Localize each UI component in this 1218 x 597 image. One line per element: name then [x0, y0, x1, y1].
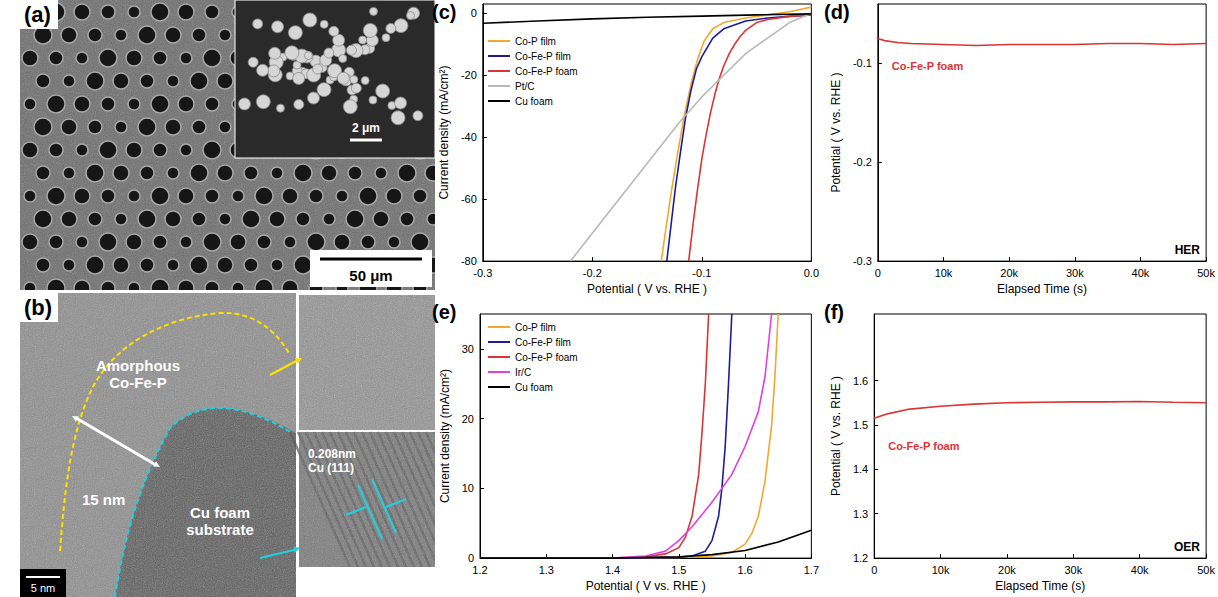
svg-text:Co-Fe-P foam: Co-Fe-P foam [892, 60, 964, 72]
svg-text:-60: -60 [461, 193, 477, 205]
svg-text:-20: -20 [461, 69, 477, 81]
svg-text:Current density (mA/cm²): Current density (mA/cm²) [438, 369, 452, 503]
svg-text:40k: 40k [1131, 564, 1149, 576]
svg-text:1.2: 1.2 [853, 552, 868, 564]
svg-text:-80: -80 [461, 255, 477, 267]
svg-text:(d): (d) [824, 1, 850, 23]
svg-text:0: 0 [468, 552, 474, 564]
svg-text:Ir/C: Ir/C [515, 367, 531, 378]
svg-text:OER: OER [1174, 540, 1200, 554]
svg-text:Co-Fe-P foam: Co-Fe-P foam [515, 352, 578, 363]
svg-text:20: 20 [462, 413, 474, 425]
svg-text:2 μm: 2 μm [352, 121, 380, 135]
svg-text:Elapsed Time (s): Elapsed Time (s) [995, 579, 1085, 593]
svg-text:0: 0 [471, 7, 477, 19]
svg-text:0.0: 0.0 [804, 267, 819, 279]
svg-text:30: 30 [462, 343, 474, 355]
svg-text:1.4: 1.4 [605, 564, 620, 576]
svg-text:-40: -40 [461, 131, 477, 143]
svg-text:Co-P film: Co-P film [515, 36, 556, 47]
svg-text:Potential ( V vs. RHE ): Potential ( V vs. RHE ) [829, 376, 843, 496]
svg-text:50k: 50k [1197, 564, 1215, 576]
svg-text:15 nm: 15 nm [82, 491, 125, 508]
svg-text:Current density (mA/cm²): Current density (mA/cm²) [437, 66, 451, 200]
svg-text:Cu foam: Cu foam [515, 382, 553, 393]
svg-text:1.3: 1.3 [853, 508, 868, 520]
svg-text:10k: 10k [935, 267, 953, 279]
svg-text:(e): (e) [432, 301, 456, 323]
svg-text:Co-Fe-P foam: Co-Fe-P foam [515, 66, 578, 77]
svg-text:(f): (f) [824, 301, 844, 323]
svg-text:Potential ( V vs. RHE ): Potential ( V vs. RHE ) [587, 282, 707, 296]
svg-text:0.208nmCu (111): 0.208nmCu (111) [308, 447, 356, 475]
svg-text:AmorphousCo-Fe-P: AmorphousCo-Fe-P [96, 357, 180, 391]
svg-text:40k: 40k [1132, 267, 1150, 279]
svg-text:1.6: 1.6 [853, 375, 868, 387]
svg-text:Cu foamsubstrate: Cu foamsubstrate [186, 504, 254, 538]
svg-text:Co-Fe-P film: Co-Fe-P film [515, 51, 571, 62]
svg-text:(b): (b) [24, 295, 52, 320]
svg-text:1.5: 1.5 [853, 419, 868, 431]
svg-text:30k: 30k [1064, 564, 1082, 576]
svg-text:-0.2: -0.2 [853, 156, 872, 168]
svg-text:-0.3: -0.3 [473, 267, 492, 279]
svg-text:Co-Fe-P foam: Co-Fe-P foam [888, 440, 960, 452]
svg-text:-0.1: -0.1 [853, 57, 872, 69]
svg-text:1.4: 1.4 [853, 463, 868, 475]
svg-text:5 nm: 5 nm [31, 582, 55, 594]
svg-text:10k: 10k [932, 564, 950, 576]
svg-text:30k: 30k [1066, 267, 1084, 279]
svg-text:1.7: 1.7 [804, 564, 819, 576]
svg-text:1.6: 1.6 [737, 564, 752, 576]
svg-text:20k: 20k [998, 564, 1016, 576]
svg-text:-0.1: -0.1 [692, 267, 711, 279]
svg-text:(c): (c) [432, 1, 456, 23]
svg-text:HER: HER [1175, 243, 1201, 257]
svg-text:Cu foam: Cu foam [515, 96, 553, 107]
svg-text:0: 0 [875, 267, 881, 279]
svg-text:1.2: 1.2 [472, 564, 487, 576]
svg-text:1.3: 1.3 [539, 564, 554, 576]
svg-text:Pt/C: Pt/C [515, 81, 534, 92]
svg-text:Co-Fe-P film: Co-Fe-P film [515, 337, 571, 348]
svg-text:-0.3: -0.3 [853, 255, 872, 267]
svg-text:50 μm: 50 μm [349, 267, 392, 284]
svg-text:Potential ( V vs. RHE ): Potential ( V vs. RHE ) [586, 579, 706, 593]
svg-text:20k: 20k [1000, 267, 1018, 279]
svg-text:0: 0 [871, 564, 877, 576]
svg-text:50k: 50k [1197, 267, 1215, 279]
svg-text:1.5: 1.5 [671, 564, 686, 576]
svg-text:Potential ( V vs. RHE ): Potential ( V vs. RHE ) [829, 73, 843, 193]
svg-text:Co-P film: Co-P film [515, 322, 556, 333]
svg-text:(a): (a) [24, 2, 51, 27]
svg-text:10: 10 [462, 482, 474, 494]
svg-text:Elapsed Time (s): Elapsed Time (s) [997, 282, 1087, 296]
svg-text:-0.2: -0.2 [583, 267, 602, 279]
